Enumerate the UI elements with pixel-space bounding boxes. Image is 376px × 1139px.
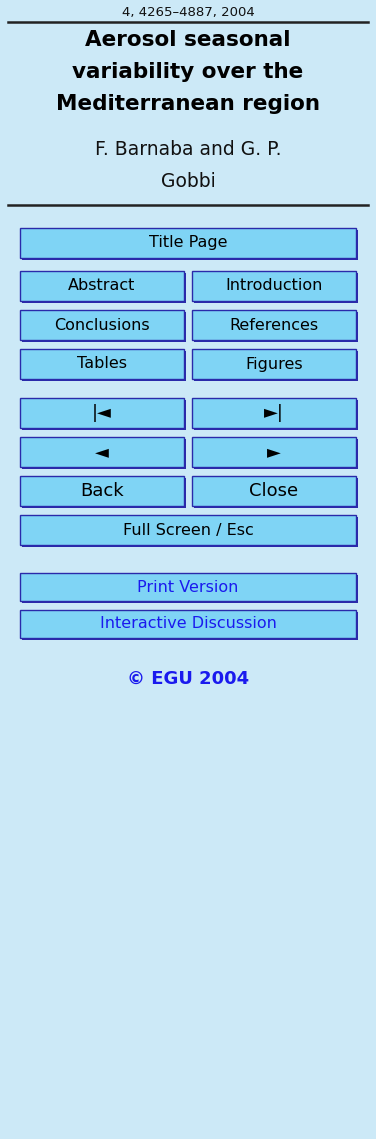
Text: |◄: |◄ <box>92 404 112 423</box>
FancyBboxPatch shape <box>20 611 356 638</box>
FancyBboxPatch shape <box>194 312 358 342</box>
Text: Conclusions: Conclusions <box>54 318 150 333</box>
Text: Close: Close <box>249 482 299 500</box>
FancyBboxPatch shape <box>194 400 358 431</box>
Text: Gobbi: Gobbi <box>161 172 215 191</box>
FancyBboxPatch shape <box>20 573 356 601</box>
FancyBboxPatch shape <box>192 398 356 428</box>
FancyBboxPatch shape <box>192 476 356 506</box>
FancyBboxPatch shape <box>194 351 358 382</box>
Text: Full Screen / Esc: Full Screen / Esc <box>123 523 253 538</box>
FancyBboxPatch shape <box>22 575 358 603</box>
Text: References: References <box>229 318 318 333</box>
FancyBboxPatch shape <box>22 273 186 303</box>
FancyBboxPatch shape <box>192 437 356 467</box>
FancyBboxPatch shape <box>20 398 184 428</box>
Text: ◄: ◄ <box>95 443 109 461</box>
FancyBboxPatch shape <box>22 439 186 469</box>
FancyBboxPatch shape <box>194 273 358 303</box>
FancyBboxPatch shape <box>20 228 356 259</box>
FancyBboxPatch shape <box>20 310 184 341</box>
FancyBboxPatch shape <box>20 349 184 379</box>
FancyBboxPatch shape <box>20 515 356 544</box>
FancyBboxPatch shape <box>20 271 184 301</box>
FancyBboxPatch shape <box>22 230 358 260</box>
FancyBboxPatch shape <box>192 349 356 379</box>
Text: Figures: Figures <box>245 357 303 371</box>
Text: Aerosol seasonal: Aerosol seasonal <box>85 30 291 50</box>
Text: Mediterranean region: Mediterranean region <box>56 95 320 114</box>
Text: Tables: Tables <box>77 357 127 371</box>
Text: ►: ► <box>267 443 281 461</box>
Text: Title Page: Title Page <box>149 236 227 251</box>
Text: F. Barnaba and G. P.: F. Barnaba and G. P. <box>95 140 281 159</box>
Text: Abstract: Abstract <box>68 279 136 294</box>
Text: variability over the: variability over the <box>72 62 304 82</box>
FancyBboxPatch shape <box>192 271 356 301</box>
FancyBboxPatch shape <box>22 351 186 382</box>
FancyBboxPatch shape <box>22 312 186 342</box>
Text: Interactive Discussion: Interactive Discussion <box>100 616 276 631</box>
FancyBboxPatch shape <box>22 612 358 640</box>
Text: Print Version: Print Version <box>137 580 239 595</box>
FancyBboxPatch shape <box>22 400 186 431</box>
FancyBboxPatch shape <box>22 478 186 508</box>
FancyBboxPatch shape <box>20 476 184 506</box>
Text: ►|: ►| <box>264 404 284 423</box>
Text: Introduction: Introduction <box>225 279 323 294</box>
FancyBboxPatch shape <box>22 517 358 547</box>
FancyBboxPatch shape <box>20 437 184 467</box>
FancyBboxPatch shape <box>194 439 358 469</box>
FancyBboxPatch shape <box>194 478 358 508</box>
FancyBboxPatch shape <box>192 310 356 341</box>
Text: © EGU 2004: © EGU 2004 <box>127 670 249 688</box>
Text: 4, 4265–4887, 2004: 4, 4265–4887, 2004 <box>121 6 255 19</box>
Text: Back: Back <box>80 482 124 500</box>
